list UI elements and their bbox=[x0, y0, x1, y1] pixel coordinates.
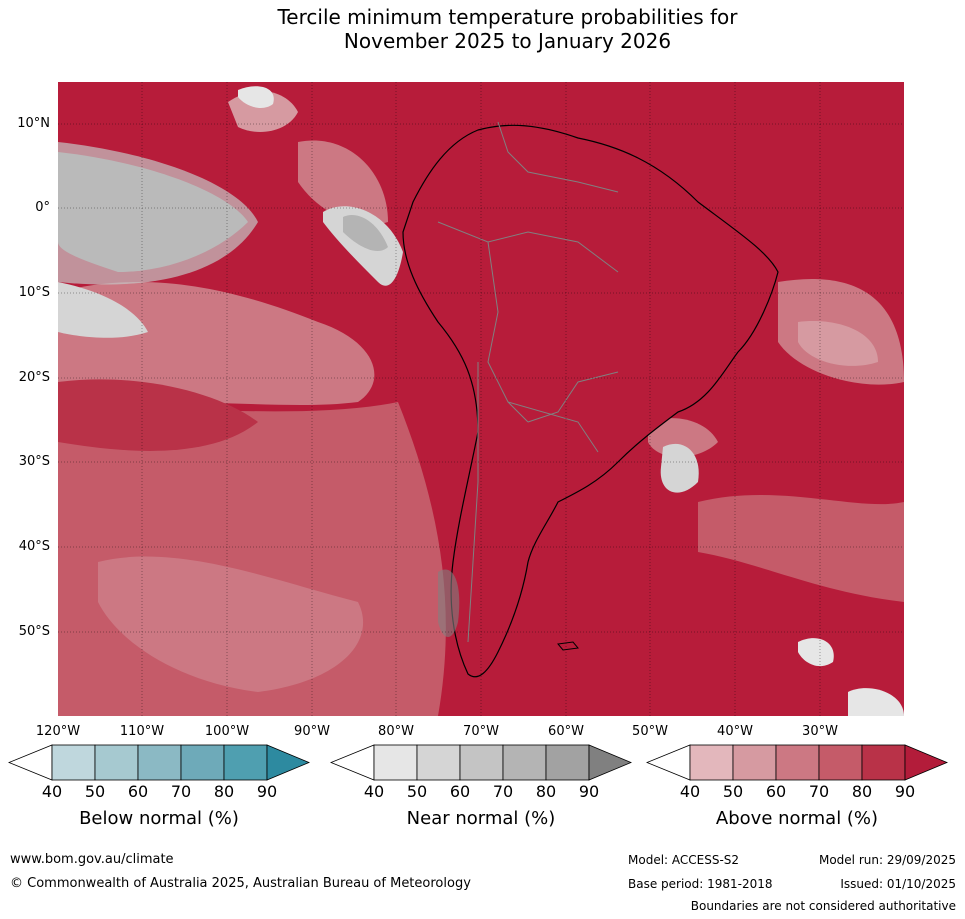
lat-label-50s: 50°S bbox=[18, 624, 50, 639]
coastline-and-borders bbox=[402, 121, 779, 678]
tick-40: 40 bbox=[41, 782, 63, 801]
tick-60: 60 bbox=[449, 782, 471, 801]
lat-label-10s: 10°S bbox=[18, 285, 50, 300]
tick-50: 50 bbox=[722, 782, 744, 801]
tick-70: 70 bbox=[492, 782, 514, 801]
issued-date: Issued: 01/10/2025 bbox=[840, 877, 956, 891]
cbar-above-50 bbox=[732, 744, 777, 781]
south-america-landmass bbox=[402, 124, 779, 678]
tick-80: 80 bbox=[213, 782, 235, 801]
tick-60: 60 bbox=[127, 782, 149, 801]
country-border-6 bbox=[497, 121, 619, 193]
tick-50: 50 bbox=[406, 782, 428, 801]
chart-title: Tercile minimum temperature probabilitie… bbox=[0, 5, 965, 53]
country-border-3 bbox=[527, 371, 619, 423]
cbar-near-40 bbox=[373, 744, 418, 781]
cbar-above-40 bbox=[689, 744, 734, 781]
cbar-near-min bbox=[330, 744, 375, 781]
near-normal-peru-core bbox=[343, 215, 388, 252]
cbar-near-70 bbox=[502, 744, 547, 781]
cbar-below-90 bbox=[266, 744, 310, 781]
lon-label-50w: 50°W bbox=[632, 724, 668, 739]
above-50-nw-pacific bbox=[238, 86, 274, 108]
cbar-above-min bbox=[646, 744, 691, 781]
cbar-near-80 bbox=[545, 744, 590, 781]
cbar-below-50 bbox=[94, 744, 139, 781]
tick-90: 90 bbox=[256, 782, 278, 801]
lon-label-100w: 100°W bbox=[204, 724, 250, 739]
near-normal-brazil-offshore bbox=[660, 443, 699, 493]
near-normal-south-atlantic-far-east bbox=[848, 688, 904, 716]
above-80-south-pacific-patch bbox=[58, 379, 258, 451]
cbar-below-70 bbox=[180, 744, 225, 781]
cbar-near-50 bbox=[416, 744, 461, 781]
probability-shading bbox=[58, 86, 904, 716]
above-60-south-atlantic-patch bbox=[798, 321, 878, 366]
tick-60: 60 bbox=[765, 782, 787, 801]
cbar-below-40 bbox=[51, 744, 96, 781]
cbar-above-70 bbox=[818, 744, 863, 781]
cbar-above-90 bbox=[904, 744, 948, 781]
colorbar-below-normal bbox=[8, 744, 310, 781]
lon-label-90w: 90°W bbox=[294, 724, 330, 739]
below-normal-title: Below normal (%) bbox=[79, 808, 239, 829]
near-normal-title: Near normal (%) bbox=[406, 808, 556, 829]
boundaries-disclaimer: Boundaries are not considered authoritat… bbox=[690, 899, 956, 913]
map-canvas bbox=[58, 82, 904, 716]
country-border-4 bbox=[467, 362, 479, 643]
above-60-pacific-coast bbox=[298, 140, 388, 225]
bom-url: www.bom.gov.au/climate bbox=[10, 852, 174, 867]
tick-80: 80 bbox=[851, 782, 873, 801]
tick-50: 50 bbox=[84, 782, 106, 801]
lon-label-110w: 110°W bbox=[119, 724, 165, 739]
tick-40: 40 bbox=[679, 782, 701, 801]
above-60-south-pacific bbox=[98, 556, 364, 692]
near-normal-pacific-edge bbox=[58, 142, 258, 285]
lat-label-20s: 20°S bbox=[18, 370, 50, 385]
cbar-near-60 bbox=[459, 744, 504, 781]
colorbar-above-normal bbox=[646, 744, 948, 781]
tick-70: 70 bbox=[170, 782, 192, 801]
lat-label-10n: 10°N bbox=[17, 116, 50, 131]
cbar-below-min bbox=[8, 744, 53, 781]
tick-80: 80 bbox=[535, 782, 557, 801]
above-70-mid-atlantic bbox=[698, 494, 904, 602]
above-normal-title: Above normal (%) bbox=[715, 808, 879, 829]
colorbar-near-normal bbox=[330, 744, 632, 781]
lon-label-40w: 40°W bbox=[717, 724, 753, 739]
probability-map bbox=[58, 82, 904, 716]
cbar-below-80 bbox=[223, 744, 268, 781]
above-60-band bbox=[58, 282, 375, 412]
model-name: Model: ACCESS-S2 bbox=[628, 853, 740, 867]
argentina-grey-patch bbox=[438, 569, 460, 637]
cbar-near-90 bbox=[588, 744, 632, 781]
copyright: © Commonwealth of Australia 2025, Austra… bbox=[10, 876, 471, 891]
graticule bbox=[58, 82, 904, 716]
country-border-1 bbox=[437, 221, 619, 273]
lon-label-30w: 30°W bbox=[802, 724, 838, 739]
falkland-islands bbox=[557, 641, 579, 651]
title-line-1: Tercile minimum temperature probabilitie… bbox=[277, 5, 738, 29]
base-period: Base period: 1981-2018 bbox=[628, 877, 773, 891]
cbar-above-60 bbox=[775, 744, 820, 781]
lat-label-30s: 30°S bbox=[18, 454, 50, 469]
tick-90: 90 bbox=[578, 782, 600, 801]
country-border-2 bbox=[487, 241, 529, 423]
near-normal-south-atlantic-east bbox=[798, 638, 834, 667]
lat-label-0: 0° bbox=[35, 200, 50, 215]
lat-label-40s: 40°S bbox=[18, 539, 50, 554]
tick-40: 40 bbox=[363, 782, 385, 801]
lon-label-120w: 120°W bbox=[35, 724, 81, 739]
lon-label-70w: 70°W bbox=[463, 724, 499, 739]
tick-70: 70 bbox=[808, 782, 830, 801]
tick-90: 90 bbox=[894, 782, 916, 801]
cbar-above-80 bbox=[861, 744, 906, 781]
country-border-5 bbox=[507, 401, 599, 453]
model-run: Model run: 29/09/2025 bbox=[818, 853, 956, 867]
lon-label-60w: 60°W bbox=[548, 724, 584, 739]
cbar-below-60 bbox=[137, 744, 182, 781]
title-line-2: November 2025 to January 2026 bbox=[343, 29, 672, 53]
lon-label-80w: 80°W bbox=[378, 724, 414, 739]
near-normal-west bbox=[58, 282, 148, 338]
